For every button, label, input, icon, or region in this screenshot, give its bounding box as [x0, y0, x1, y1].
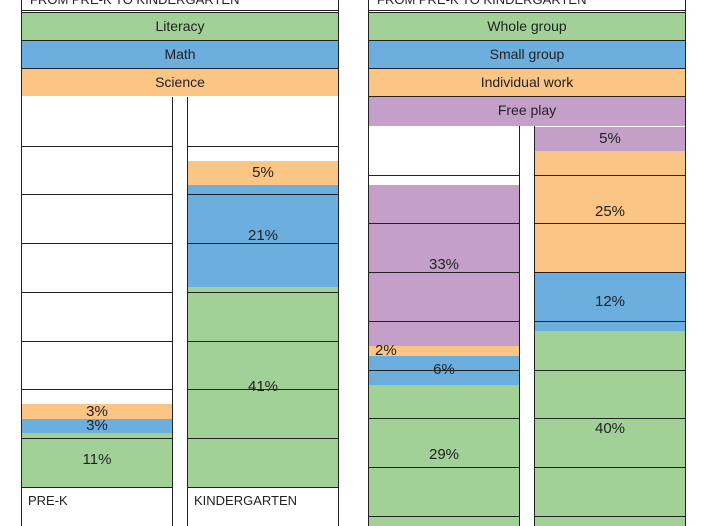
bar-segment-literacy — [22, 433, 172, 487]
bar-segment-free-play — [535, 126, 685, 151]
gridline — [22, 389, 172, 391]
gridline — [369, 174, 519, 176]
data-label: 41% — [247, 378, 279, 396]
gridline — [188, 340, 338, 342]
gridline — [188, 389, 338, 391]
bar-segment-whole-group — [369, 384, 519, 526]
legend-science: Science — [22, 68, 338, 96]
category-label-pre-k: PRE-K — [28, 493, 68, 508]
legend-small-group: Small group — [369, 40, 685, 68]
gridline — [22, 194, 172, 196]
bar-segment-whole-group — [535, 331, 685, 526]
bar-segment-free-play — [369, 185, 519, 346]
gridline — [369, 418, 519, 420]
gridline — [188, 291, 338, 293]
gridline — [188, 194, 338, 196]
bar-pre-k: 29% 6% 2% 33% — [369, 126, 519, 526]
gridline — [369, 272, 519, 274]
data-label: 25% — [594, 202, 626, 220]
gridline — [535, 418, 685, 420]
gridline — [188, 437, 338, 439]
data-label: 3% — [86, 417, 108, 435]
bar-segment-individual-work — [535, 151, 685, 273]
chart-panel-formats: FROM PRE-K TO KINDERGARTEN Whole group S… — [368, 0, 686, 526]
bar-segment-science — [22, 404, 172, 419]
bar-kindergarten: 40% 12% 25% 5% — [535, 126, 685, 526]
column-divider — [519, 126, 535, 526]
gridline — [535, 174, 685, 176]
bar-segment-individual-work — [369, 345, 519, 356]
bar-segment-math — [188, 185, 338, 288]
gridline — [369, 466, 519, 468]
data-label: 21% — [247, 227, 279, 245]
data-label: 12% — [594, 292, 626, 310]
bar-segment-science — [188, 160, 338, 186]
chart-panel-subjects: FROM PRE-K TO KINDERGARTEN Literacy Math… — [21, 0, 339, 526]
bar-segment-literacy — [188, 287, 338, 487]
legend-individual-work: Individual work — [369, 68, 685, 96]
data-label: 5% — [599, 129, 621, 147]
bar-kindergarten: 41% 21% 5% — [188, 97, 338, 488]
column-divider — [172, 97, 188, 526]
gridline — [22, 340, 172, 342]
legend-math: Math — [22, 40, 338, 68]
gridline — [22, 243, 172, 245]
bar-pre-k: 11% 3% 3% — [22, 97, 172, 488]
gridline — [369, 369, 519, 371]
gridline — [22, 437, 172, 439]
data-label: 3% — [86, 402, 108, 420]
gridline — [535, 369, 685, 371]
gridline — [188, 486, 338, 488]
gridline — [188, 145, 338, 147]
gridline — [22, 145, 172, 147]
gridline — [369, 320, 519, 322]
data-label: 2% — [375, 341, 397, 359]
data-label: 40% — [594, 419, 626, 437]
data-label: 29% — [428, 446, 460, 464]
gridline — [535, 320, 685, 322]
gridline — [188, 243, 338, 245]
gridline — [369, 223, 519, 225]
gridline — [535, 466, 685, 468]
gridline — [22, 291, 172, 293]
gridline — [535, 515, 685, 517]
gridline — [369, 515, 519, 517]
gridline — [22, 486, 172, 488]
legend-free-play: Free play — [369, 96, 685, 126]
legend-literacy: Literacy — [22, 12, 338, 40]
chart-title: FROM PRE-K TO KINDERGARTEN — [22, 0, 338, 11]
bar-segment-math — [22, 418, 172, 434]
legend-whole-group: Whole group — [369, 12, 685, 40]
gridline — [535, 272, 685, 274]
data-label: 33% — [428, 256, 460, 274]
data-label: 11% — [82, 451, 112, 469]
data-label: 6% — [433, 361, 455, 379]
category-label-kindergarten: KINDERGARTEN — [194, 493, 298, 508]
gridline — [535, 223, 685, 225]
chart-title: FROM PRE-K TO KINDERGARTEN — [369, 0, 685, 11]
data-label: 5% — [252, 163, 274, 181]
